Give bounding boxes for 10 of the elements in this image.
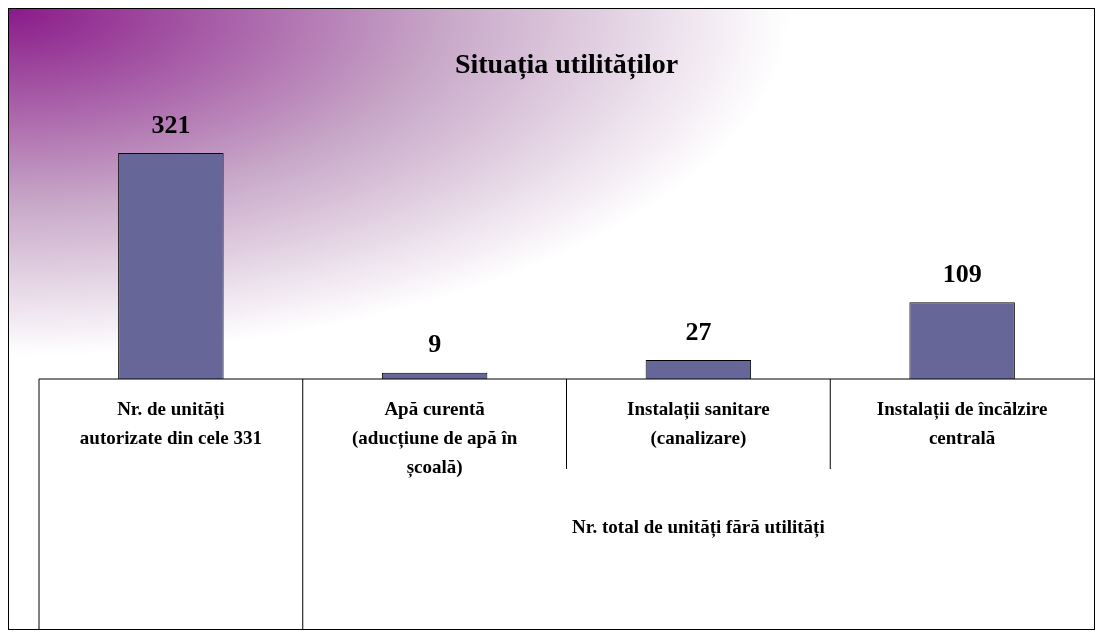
data-label: 109 — [942, 258, 982, 288]
chart-title: Situația utilităților — [454, 48, 679, 81]
data-label: 27 — [685, 316, 712, 346]
x-tick-label: Nr. de unități autorizate din cele 331 — [79, 398, 262, 449]
x-tick-label: Instalații de încălzire centrală — [876, 398, 1048, 449]
data-label: 321 — [151, 109, 191, 139]
x-tick-label: Instalații sanitare (canalizare) — [627, 398, 770, 450]
x-tick-label: Apă curentă (aducțiune de apă în școală) — [352, 398, 518, 479]
text: Nr. total de unități fără utilități — [572, 516, 825, 539]
data-label: 9 — [428, 329, 442, 359]
